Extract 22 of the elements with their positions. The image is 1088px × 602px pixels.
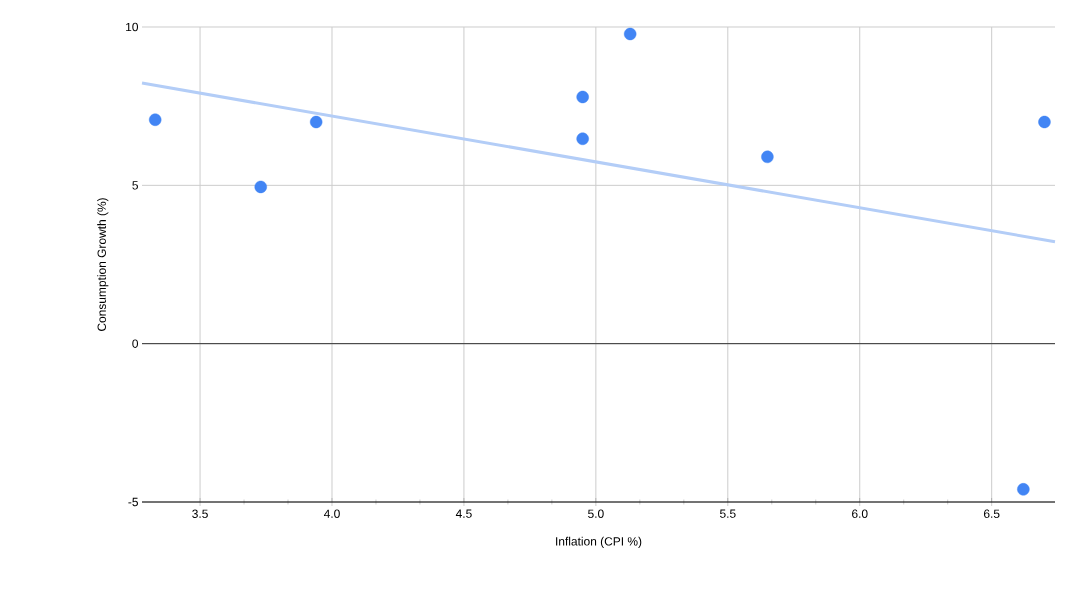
- point: [761, 150, 774, 164]
- y-tick-label: 0: [132, 339, 139, 348]
- x-tick-label: 3.5: [192, 509, 208, 518]
- point: [309, 115, 323, 129]
- y-tick-label: 5: [132, 181, 138, 190]
- x-tick-label: 5.0: [588, 509, 604, 518]
- x-tick-label: 6.0: [852, 509, 868, 518]
- x-tick-label: 4.0: [323, 509, 340, 518]
- point: [576, 132, 589, 145]
- point: [576, 90, 589, 104]
- x-tick-label: 6.5: [983, 509, 1000, 518]
- point: [149, 113, 162, 126]
- y-tick-label: 10: [126, 22, 139, 32]
- x-tick-label: 5.5: [719, 509, 736, 518]
- point: [254, 180, 267, 194]
- x-axis-title: Inflation (CPI %): [556, 536, 642, 548]
- point: [1017, 483, 1030, 496]
- x-tick-label: 4.5: [455, 509, 472, 518]
- point: [1038, 115, 1051, 129]
- y-axis-title: Consumption Growth (%): [97, 198, 109, 331]
- point: [623, 27, 637, 41]
- y-tick-label: -5: [128, 497, 138, 507]
